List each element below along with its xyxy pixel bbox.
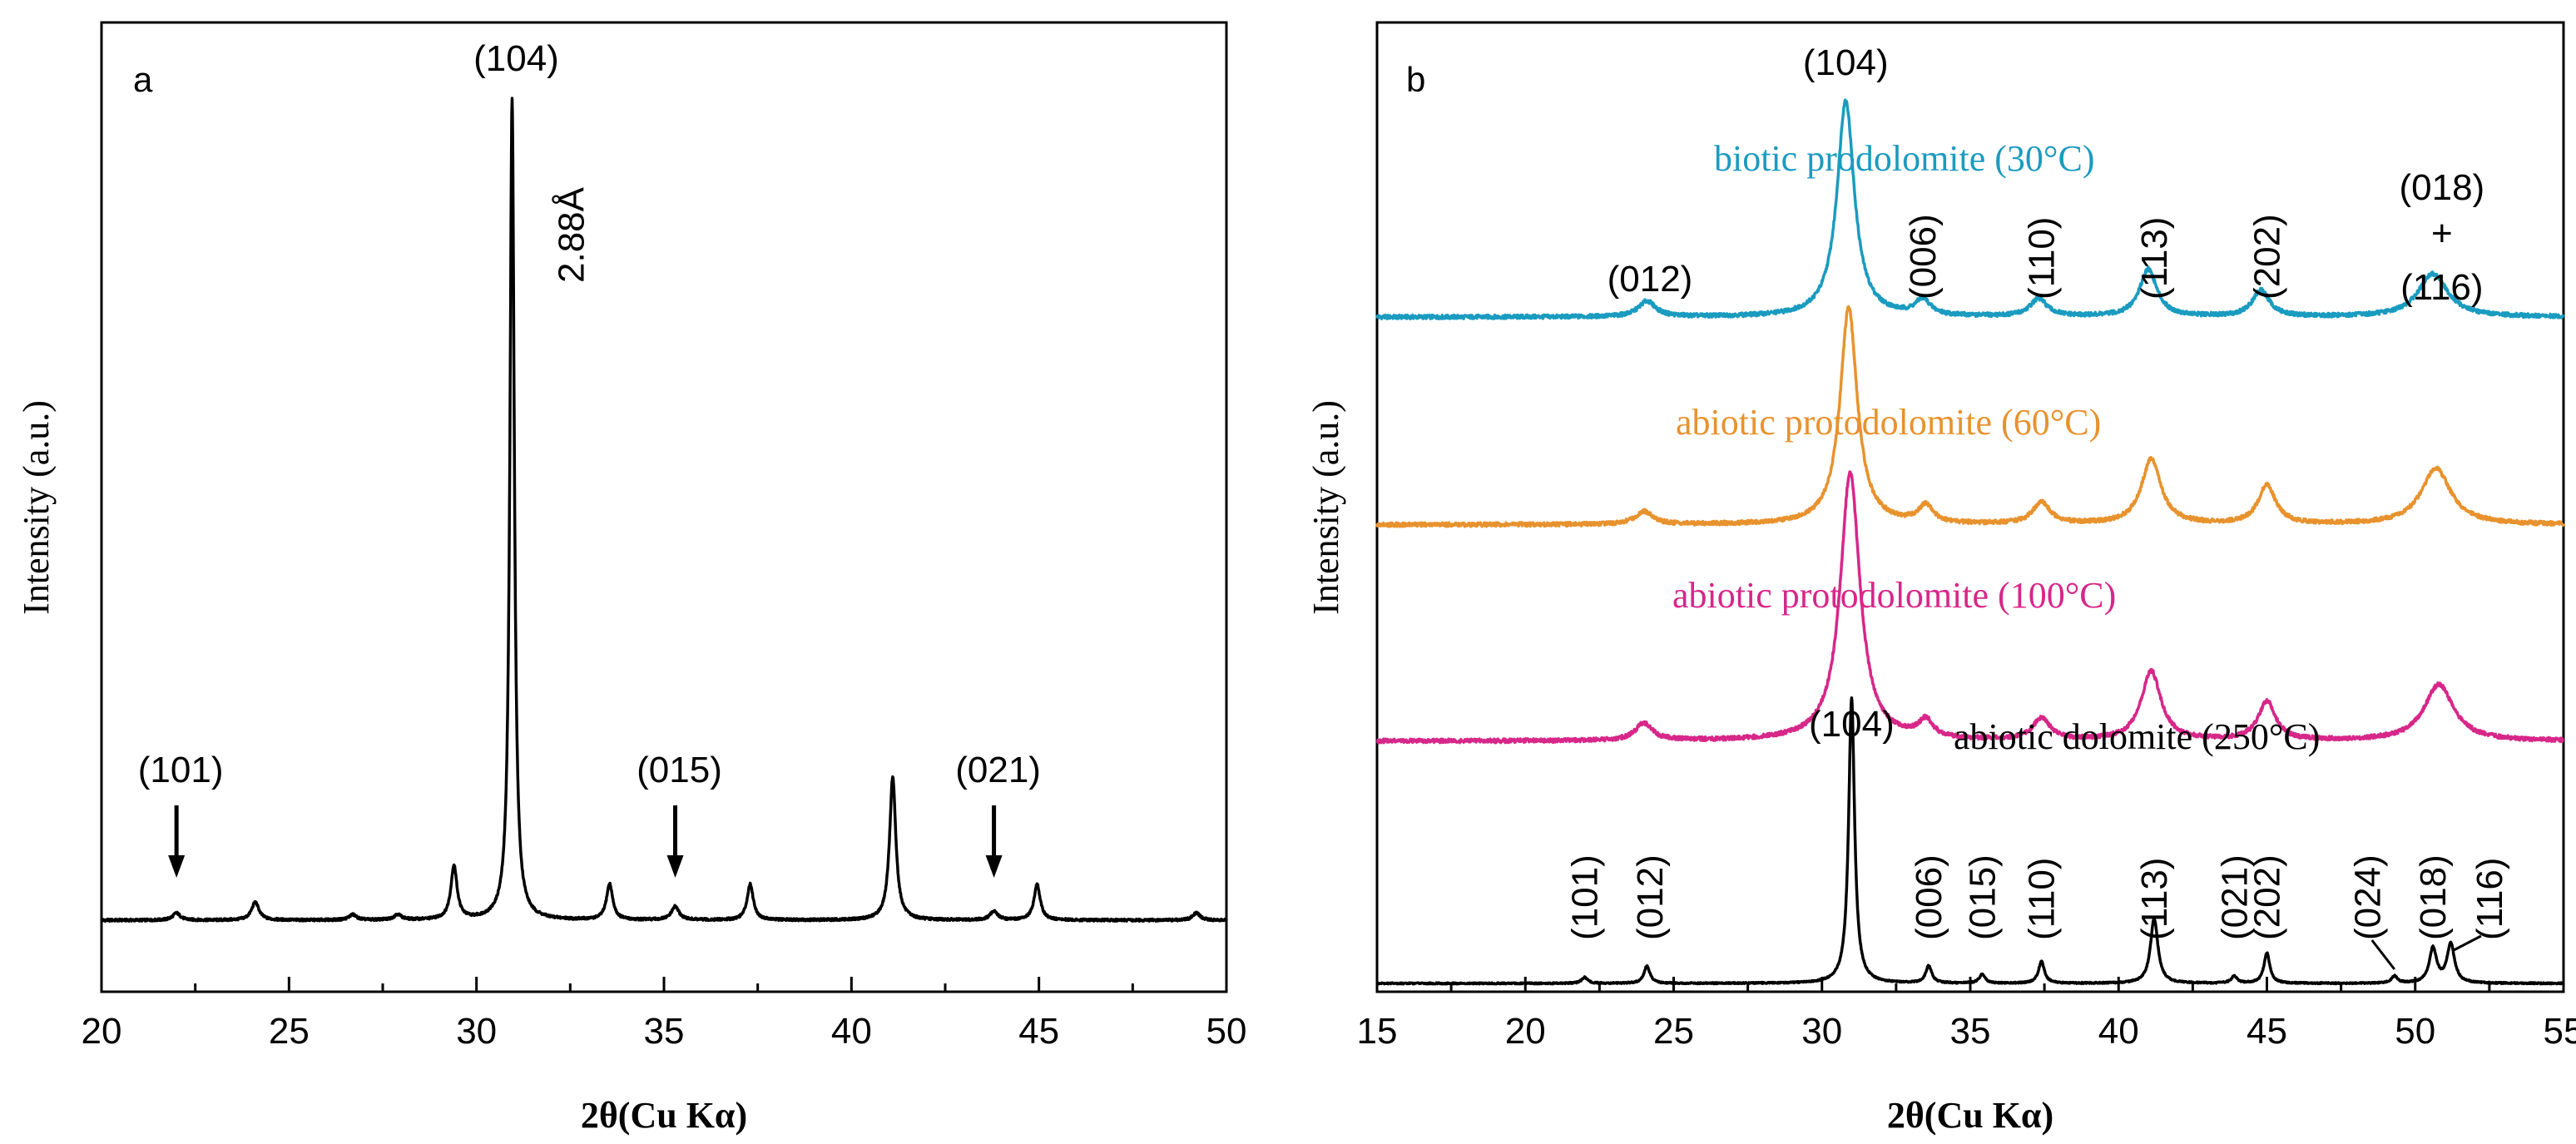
panel-b-xtick-label: 25 [1653, 1011, 1694, 1052]
panel-a-label: a [133, 60, 153, 99]
panel-b-leader-line [2370, 939, 2395, 970]
panel-b-trace [1375, 470, 2565, 745]
panel-b-series-label: abiotic dolomite (250°C) [1954, 716, 2320, 757]
panel-a-xtick-label: 45 [1018, 1011, 1059, 1052]
panel-b-peak-label: (015) [1962, 854, 2003, 940]
panel-b-peak-label: (006) [1909, 854, 1949, 940]
panel-b-peak-label: (202) [2247, 854, 2288, 940]
panel-b-ylabel: Intensity (a.u.) [1305, 400, 1346, 615]
panel-b-trace [1375, 305, 2565, 528]
panel-b-peak-label: (116) [2400, 267, 2483, 308]
panel-a-arrow-head [168, 855, 186, 878]
panel-a-xtick-label: 25 [269, 1011, 310, 1052]
panel-a-xtick-label: 50 [1206, 1011, 1247, 1052]
panel-a-peak-label: (021) [955, 750, 1041, 790]
panel-b-leader-line [2453, 934, 2482, 952]
panel-b-peak-label: + [2431, 213, 2453, 254]
panel-b-peak-label: (012) [1630, 854, 1671, 940]
panel-a-xlabel: 2θ(Cu Kα) [581, 1095, 747, 1136]
panel-a-xtick-label: 20 [82, 1011, 122, 1052]
panel-b-xlabel: 2θ(Cu Kα) [1887, 1095, 2053, 1136]
panel-b-xtick-label: 40 [2098, 1011, 2139, 1052]
panel-b-peak-label: (104) [1803, 42, 1889, 83]
panel-a-xtick-label: 35 [644, 1011, 685, 1052]
panel-b-xtick-label: 20 [1505, 1011, 1546, 1052]
panel-b-peak-label: (012) [1608, 259, 1693, 300]
panel-b-peak-label: (024) [2348, 854, 2389, 940]
panel-a-xtick-label: 30 [456, 1011, 497, 1052]
panel-b-xtick-label: 45 [2247, 1011, 2287, 1052]
panel-b-peak-label: (113) [2134, 217, 2175, 300]
panel-b-series-label: abiotic protodolomite (100°C) [1672, 575, 2116, 616]
panel-b-xtick-label: 50 [2395, 1011, 2435, 1052]
panel-a-xtick-label: 40 [831, 1011, 872, 1052]
panel-b-peak-label: (104) [1809, 704, 1895, 745]
panel-a: 20 25 30 35 40 45 50 (104) 2.88Å (101) (015) (021)… [16, 21, 1247, 1136]
panel-b-series-label: abiotic protodolomite (60°C) [1676, 402, 2101, 443]
panel-b-peak-label: (113) [2134, 858, 2175, 940]
panel-b-peak-label: (202) [2247, 214, 2288, 300]
panel-b-peak-label: (101) [1565, 854, 1606, 940]
panel-b-trace [1375, 98, 2565, 321]
panel-b-peak-label: (018) [2413, 854, 2454, 940]
panel-a-arrow-head [985, 855, 1003, 878]
panel-b-peak-label: (006) [1903, 214, 1944, 300]
panel-a-ylabel: Intensity (a.u.) [16, 400, 57, 615]
panel-b-trace [1375, 696, 2565, 986]
panel-b-label: b [1406, 60, 1425, 99]
panel-a-arrow-head [666, 855, 684, 878]
panel-b: 15 20 25 30 35 40 45 50 55 biotic prodolomite (3… [1305, 21, 2576, 1136]
panel-a-d-spacing-label: 2.88Å [552, 186, 592, 283]
panel-a-frame [100, 21, 1228, 993]
panel-b-xtick-label: 15 [1357, 1011, 1398, 1052]
panel-b-series-label: biotic prodolomite (30°C) [1714, 138, 2095, 179]
panel-a-peak-label: (015) [637, 750, 722, 790]
panel-b-xtick-label: 30 [1801, 1011, 1842, 1052]
panel-b-xtick-label: 55 [2544, 1011, 2576, 1052]
panel-b-peak-label: (116) [2469, 858, 2510, 940]
panel-b-peak-label: (021) [2214, 854, 2255, 940]
panel-a-trace [100, 97, 1228, 924]
panel-b-peak-label: (018) [2399, 167, 2484, 208]
panel-b-peak-label: (110) [2022, 858, 2063, 940]
panel-a-peak-label: (101) [138, 750, 224, 790]
panel-a-peak-label: (104) [473, 38, 559, 79]
panel-b-peak-label: (110) [2022, 217, 2063, 300]
panel-b-xtick-label: 35 [1950, 1011, 1991, 1052]
